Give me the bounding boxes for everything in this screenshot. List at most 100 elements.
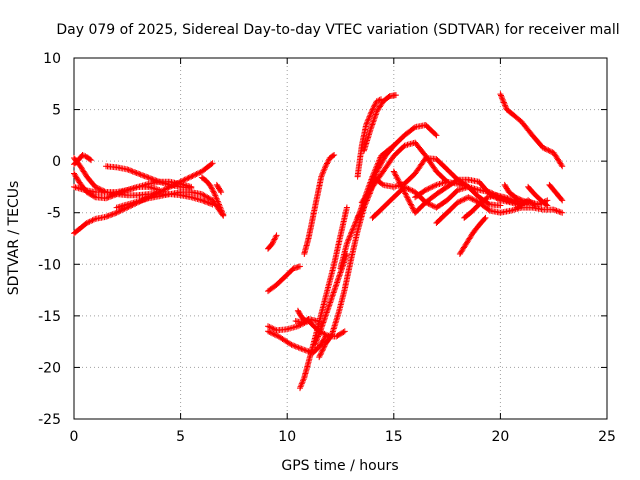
plus-marker	[303, 318, 310, 325]
series-arc22	[361, 92, 399, 154]
plus-marker-run	[198, 191, 215, 203]
series-layer	[71, 91, 566, 392]
plus-marker-run	[275, 333, 294, 347]
series-arc4	[71, 170, 163, 202]
plus-marker-run	[401, 125, 417, 139]
plus-marker-run	[531, 191, 543, 203]
plus-marker	[531, 201, 538, 208]
plus-marker-run	[469, 223, 482, 237]
plus-marker-run	[309, 195, 320, 221]
plus-marker-run	[198, 197, 215, 207]
plus-marker-run	[211, 191, 222, 206]
plus-marker-run	[540, 144, 556, 156]
plus-marker-run	[390, 168, 407, 194]
x-tick-label: 25	[598, 429, 616, 445]
plus-marker-run	[124, 166, 140, 176]
plus-marker-run	[373, 154, 388, 175]
plus-marker-run	[476, 195, 490, 208]
x-tick-label: 0	[70, 429, 79, 445]
series-arc10	[265, 232, 280, 252]
plot-frame	[73, 57, 608, 420]
plus-marker-run	[433, 156, 449, 172]
plus-marker-run	[382, 143, 396, 159]
tick-labels: 0 5 10 15 20 25 -25 -20 -15 -10 -5 0 5 10	[38, 51, 616, 445]
plus-marker-run	[401, 171, 418, 187]
plus-marker-run	[71, 158, 81, 168]
plus-marker-run	[311, 326, 324, 348]
plus-marker-run	[331, 271, 343, 295]
plus-marker-run	[331, 233, 344, 268]
plus-marker	[220, 211, 227, 218]
plus-marker-run	[358, 123, 369, 149]
plus-marker-run	[422, 122, 439, 138]
plus-marker-run	[369, 205, 386, 221]
plus-marker-run	[329, 312, 341, 338]
plus-marker-run	[71, 226, 83, 237]
plus-marker-run	[77, 180, 89, 194]
plus-marker-run	[265, 328, 281, 339]
y-tick-label: -15	[38, 309, 61, 325]
plus-marker-run	[297, 376, 307, 392]
plus-marker-run	[369, 99, 379, 113]
plus-marker-run	[188, 189, 204, 197]
plus-marker-run	[412, 200, 428, 216]
series-arc17	[301, 151, 338, 257]
plus-marker-run	[354, 205, 367, 221]
plus-marker-run	[461, 210, 473, 221]
x-tick-label: 15	[385, 429, 403, 445]
plus-marker-run	[369, 173, 385, 187]
plus-marker-run	[103, 163, 119, 171]
plus-marker	[209, 160, 216, 167]
plus-marker-run	[198, 161, 215, 175]
plus-marker-run	[550, 187, 561, 198]
plus-marker-run	[337, 206, 350, 239]
series-arc16	[297, 204, 350, 392]
plus-marker-run	[294, 307, 305, 320]
plus-marker-run	[299, 314, 309, 324]
plus-marker-run	[83, 154, 93, 163]
plus-marker	[544, 197, 551, 204]
plus-marker-run	[213, 181, 224, 194]
plus-marker-run	[390, 133, 407, 149]
series-arc34	[514, 197, 538, 211]
x-tick-label: 5	[176, 429, 185, 445]
axis-ticks	[73, 57, 608, 420]
plus-marker-run	[537, 197, 550, 208]
plus-marker-run	[301, 236, 312, 257]
plus-marker	[433, 132, 440, 139]
series-arc13	[265, 328, 329, 356]
x-tick-label: 10	[278, 429, 296, 445]
series-arc30	[456, 214, 489, 257]
series-arc36	[546, 181, 566, 204]
plus-marker-run	[318, 287, 331, 317]
plus-marker-run	[333, 329, 347, 340]
plus-marker-run	[316, 334, 328, 350]
plus-marker-run	[326, 152, 336, 161]
plus-marker-run	[361, 128, 373, 154]
plus-marker-run	[203, 177, 213, 188]
plus-marker-run	[412, 156, 428, 177]
plus-marker-run	[113, 164, 129, 173]
plus-marker	[482, 214, 489, 221]
plus-marker-run	[348, 229, 361, 263]
plus-marker-run	[288, 341, 306, 353]
plus-marker-run	[188, 169, 204, 180]
plus-marker-run	[373, 99, 386, 115]
plus-marker-run	[314, 175, 324, 201]
plus-marker-run	[367, 110, 380, 134]
plus-marker-run	[273, 274, 287, 288]
plus-marker-run	[79, 152, 89, 160]
plus-marker	[544, 202, 551, 209]
plus-marker-run	[292, 318, 302, 325]
plus-marker	[331, 151, 338, 158]
y-tick-label: -20	[38, 360, 61, 376]
plus-marker-run	[467, 202, 481, 216]
plus-marker-run	[92, 183, 108, 195]
plus-marker-run	[282, 266, 296, 280]
plus-marker	[273, 232, 280, 239]
y-tick-label: -5	[47, 206, 61, 222]
plus-marker-run	[390, 143, 407, 159]
plus-marker-run	[335, 287, 348, 317]
x-tick-label: 20	[491, 429, 509, 445]
